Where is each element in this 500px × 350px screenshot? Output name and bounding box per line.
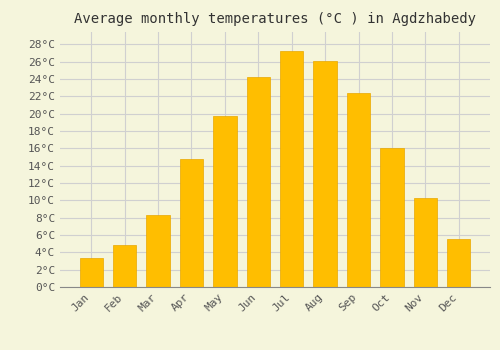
Bar xyxy=(347,93,370,287)
Bar xyxy=(414,198,437,287)
Bar xyxy=(80,258,103,287)
Bar xyxy=(447,239,470,287)
Bar xyxy=(314,61,337,287)
Bar xyxy=(213,117,236,287)
Bar xyxy=(280,51,303,287)
Bar xyxy=(380,148,404,287)
Bar xyxy=(113,245,136,287)
Bar xyxy=(146,215,170,287)
Bar xyxy=(246,77,270,287)
Title: Average monthly temperatures (°C ) in Agdzhabedy: Average monthly temperatures (°C ) in Ag… xyxy=(74,12,476,26)
Bar xyxy=(180,159,203,287)
